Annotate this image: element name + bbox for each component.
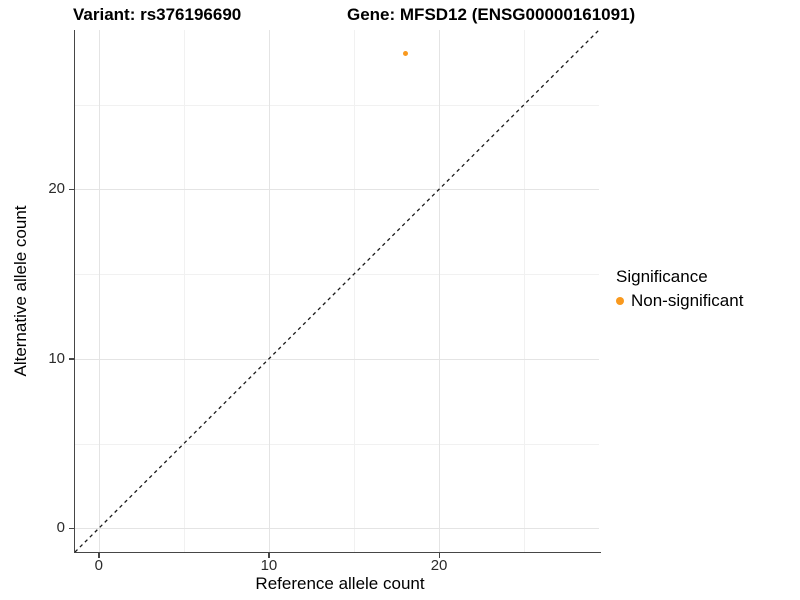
gridline-minor-vertical [524, 30, 526, 552]
x-axis-tick [268, 552, 270, 558]
gridline-minor-vertical [354, 30, 355, 552]
legend-item-non-significant: Non-significant [616, 291, 743, 311]
y-tick-label: 0 [56, 519, 65, 537]
x-axis-tick [98, 552, 100, 558]
gridline-major-vertical [268, 30, 270, 552]
plot-title-gene: Gene: MFSD12 (ENSG00000161091) [347, 5, 636, 24]
x-tick-label: 0 [94, 557, 103, 574]
legend: Significance Non-significant [616, 267, 743, 311]
legend-title: Significance [616, 267, 708, 286]
gridline-minor-horizontal [75, 274, 599, 276]
y-axis-tick [68, 188, 75, 191]
legend-item-label: Non-significant [631, 291, 744, 310]
plot-panel [74, 29, 600, 553]
gridline-major-vertical [439, 30, 441, 552]
identity-line [74, 29, 600, 553]
gridline-minor-vertical [183, 30, 185, 552]
data-point [402, 51, 408, 57]
gridline-major-horizontal [75, 189, 599, 191]
x-axis-line [73, 551, 601, 553]
legend-key-dot-icon [616, 297, 624, 305]
y-axis-tick [68, 527, 75, 530]
y-axis-tick [68, 358, 75, 360]
plot-title-variant: Variant: rs376196690 [73, 5, 242, 24]
y-tick-label: 20 [48, 180, 65, 198]
gridline-major-horizontal [75, 528, 599, 530]
x-tick-label: 10 [260, 557, 278, 574]
gridline-major-horizontal [75, 358, 599, 360]
x-axis-tick [438, 552, 441, 558]
gridline-minor-horizontal [75, 104, 599, 106]
gridline-minor-horizontal [75, 443, 599, 445]
x-tick-label: 20 [430, 557, 448, 574]
y-axis-line [73, 30, 75, 553]
y-tick-label: 10 [48, 349, 65, 367]
x-axis-title: Reference allele count [255, 574, 425, 593]
gridline-major-vertical [98, 30, 100, 552]
